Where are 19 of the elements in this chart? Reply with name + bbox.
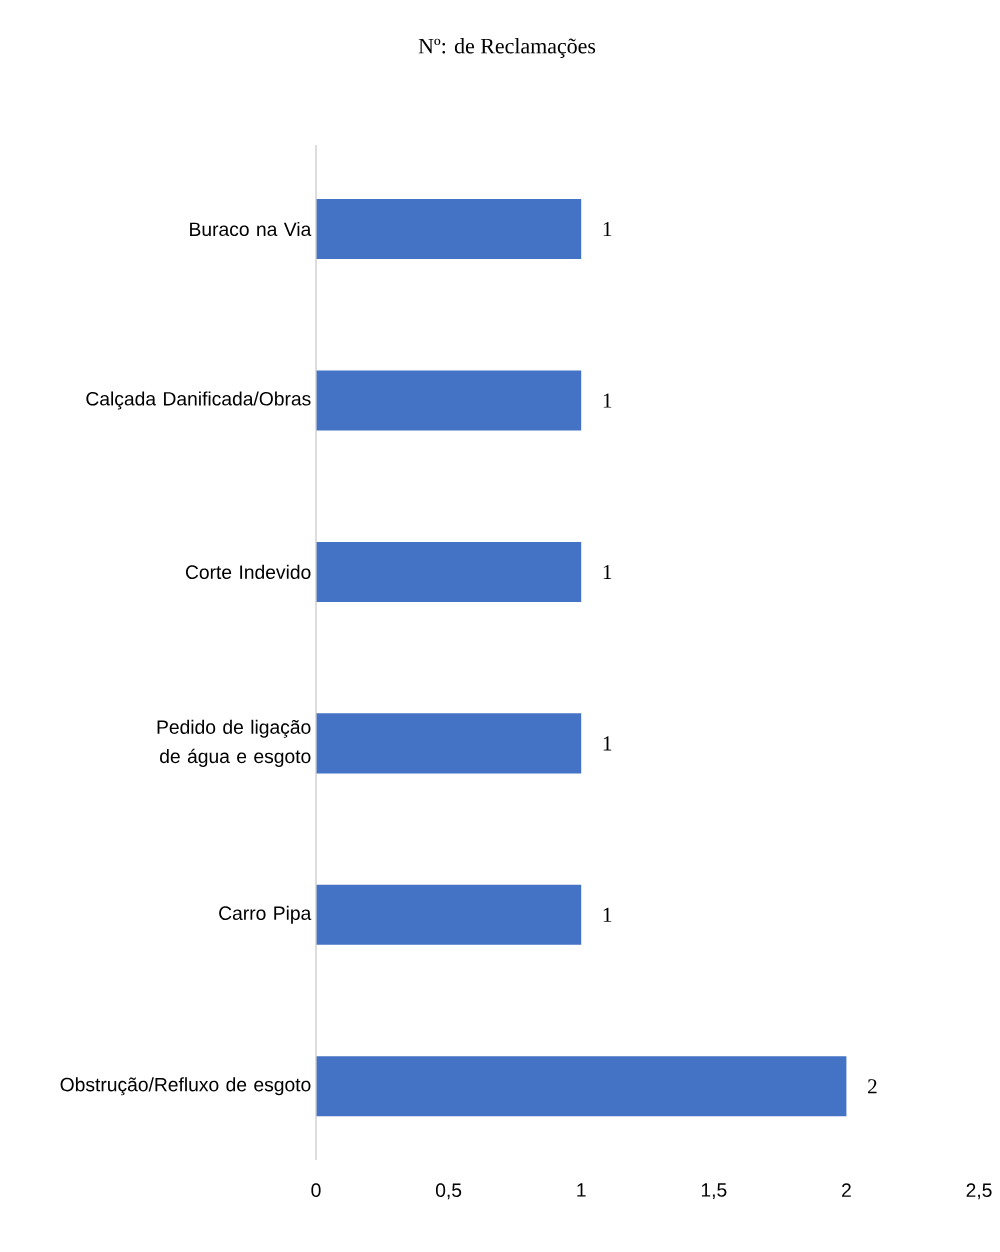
data-label: 1 [603, 222, 612, 237]
data-label: 2 [868, 1079, 877, 1094]
x-tick-label: 2,5 [966, 1183, 992, 1200]
chart-title: Nº: de Reclamações [418, 38, 596, 58]
y-tick-label: Buraco na Via [190, 221, 312, 237]
x-tick-label: 0,5 [435, 1183, 462, 1200]
y-tick-label: Carro Pipa [219, 905, 312, 924]
y-tick-label: Obstrução/Refluxo de esgoto [60, 1077, 311, 1096]
x-tick-label: 1,5 [701, 1183, 727, 1200]
x-tick-label: 2 [842, 1183, 851, 1197]
y-tick-label: Calçada Danificada/Obras [86, 391, 311, 410]
data-label: 1 [603, 564, 612, 579]
y-tick-label: Corte Indevido [185, 564, 311, 579]
y-tick-label: Pedido de ligação de água e esgoto [157, 719, 311, 767]
data-label: 1 [603, 736, 612, 751]
data-label: 1 [603, 393, 612, 408]
x-tick-label: 0 [311, 1183, 321, 1197]
data-label: 1 [603, 907, 612, 922]
x-tick-label: 1 [577, 1183, 586, 1197]
